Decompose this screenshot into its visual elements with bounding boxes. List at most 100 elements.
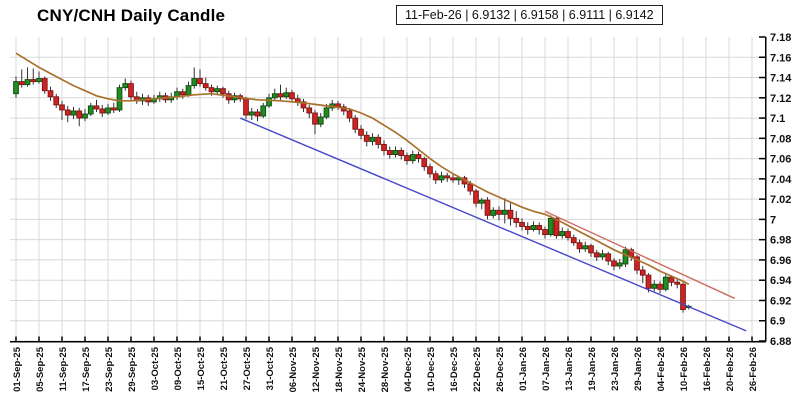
candle-down bbox=[64, 105, 71, 123]
candle-down bbox=[473, 189, 479, 208]
candle-body bbox=[110, 107, 117, 111]
x-tick-label: 04-Dec-25 bbox=[403, 346, 414, 392]
candle-down bbox=[657, 281, 663, 294]
candle-down bbox=[432, 170, 439, 184]
candle-down bbox=[197, 69, 203, 87]
candle-body bbox=[243, 98, 249, 116]
candle-body bbox=[559, 231, 566, 237]
y-tick-label: 6.94 bbox=[770, 275, 792, 287]
candle-up bbox=[530, 221, 537, 232]
candle-down bbox=[128, 80, 134, 100]
candle-down bbox=[386, 146, 393, 159]
x-tick-label: 04-Feb-26 bbox=[656, 347, 667, 391]
candle-up bbox=[392, 146, 399, 158]
x-tick-label: 01-Jan-26 bbox=[518, 347, 529, 391]
candle-body bbox=[260, 105, 267, 117]
ohlc-info-box: 11-Feb-26 | 6.9132 | 6.9158 | 6.9111 | 6… bbox=[396, 5, 663, 25]
y-tick-label: 7.02 bbox=[770, 194, 791, 206]
candle-body bbox=[36, 78, 42, 83]
x-tick-label: 28-Nov-25 bbox=[380, 346, 391, 392]
candle-down bbox=[289, 89, 295, 102]
candle-up bbox=[283, 87, 290, 99]
candle-up bbox=[559, 227, 566, 239]
support-trendline bbox=[239, 117, 747, 332]
candle-up bbox=[156, 91, 163, 102]
candle-body bbox=[41, 78, 48, 92]
candle-up bbox=[82, 108, 88, 122]
candle-body bbox=[87, 105, 94, 115]
x-tick-label: 05-Sep-25 bbox=[35, 346, 46, 392]
x-tick-label: 22-Dec-25 bbox=[472, 346, 483, 392]
candle-body bbox=[82, 113, 88, 119]
candle-down bbox=[294, 94, 301, 106]
candle-body bbox=[605, 253, 612, 262]
x-tick-label: 26-Dec-25 bbox=[495, 346, 506, 392]
candle-body bbox=[588, 245, 594, 254]
candle-body bbox=[501, 209, 508, 215]
candle-up bbox=[478, 198, 485, 210]
candle-body bbox=[18, 81, 25, 86]
candle-body bbox=[467, 183, 474, 192]
candle-body bbox=[13, 81, 19, 95]
candle-down bbox=[375, 134, 382, 149]
candle-down bbox=[381, 140, 387, 156]
y-tick-label: 7.08 bbox=[770, 133, 791, 145]
candle-up bbox=[438, 171, 445, 183]
candle-body bbox=[536, 225, 543, 230]
candle-body bbox=[478, 199, 485, 204]
candle-down bbox=[427, 163, 433, 178]
candle-body bbox=[645, 274, 652, 289]
candle-body bbox=[323, 107, 330, 118]
candle-body bbox=[64, 109, 71, 116]
candle-up bbox=[616, 258, 623, 270]
candle-down bbox=[358, 125, 364, 140]
candle-body bbox=[565, 231, 571, 239]
y-tick-label: 6.98 bbox=[770, 235, 791, 247]
candle-body bbox=[53, 96, 60, 106]
candle-body bbox=[306, 107, 313, 114]
candle-down bbox=[593, 249, 600, 261]
candle-down bbox=[536, 222, 543, 235]
x-tick-label: 11-Sep-25 bbox=[58, 346, 69, 391]
y-tick-label: 7 bbox=[770, 214, 776, 226]
candle-down bbox=[404, 152, 410, 165]
candle-up bbox=[547, 215, 554, 237]
candle-body bbox=[634, 256, 640, 271]
x-tick-label: 23-Jan-26 bbox=[610, 347, 621, 391]
candle-down bbox=[507, 203, 514, 226]
candle-body bbox=[24, 79, 31, 86]
candle-body bbox=[289, 92, 295, 100]
candle-body bbox=[427, 166, 433, 175]
candle-down bbox=[444, 172, 451, 182]
moving-average-line bbox=[15, 52, 690, 286]
y-tick-label: 7.14 bbox=[770, 73, 792, 85]
candle-down bbox=[340, 103, 347, 116]
candle-down bbox=[542, 226, 548, 239]
candle-up bbox=[651, 280, 658, 292]
candle-body bbox=[99, 108, 106, 114]
candle-body bbox=[392, 150, 399, 155]
candle-down bbox=[570, 234, 577, 246]
candle-body bbox=[220, 88, 226, 95]
x-tick-label: 10-Dec-25 bbox=[426, 346, 437, 392]
candle-body bbox=[519, 221, 525, 227]
candle-body bbox=[639, 269, 646, 276]
candle-body bbox=[386, 150, 393, 155]
candle-down bbox=[496, 206, 502, 221]
chart-title: CNY/CNH Daily Candle bbox=[37, 6, 226, 25]
candle-up bbox=[501, 198, 508, 224]
candle-body bbox=[662, 276, 669, 290]
candle-up bbox=[409, 150, 416, 164]
candle-body bbox=[674, 281, 681, 285]
candle-body bbox=[553, 217, 560, 237]
candle-body bbox=[105, 107, 111, 114]
x-tick-label: 03-Oct-25 bbox=[150, 346, 161, 390]
candle-body bbox=[59, 104, 65, 111]
y-tick-label: 6.92 bbox=[770, 295, 791, 307]
candle-up bbox=[662, 274, 669, 292]
candle-down bbox=[565, 228, 571, 241]
candle-body bbox=[375, 136, 382, 145]
candle-up bbox=[260, 102, 267, 119]
candle-body bbox=[312, 112, 318, 125]
